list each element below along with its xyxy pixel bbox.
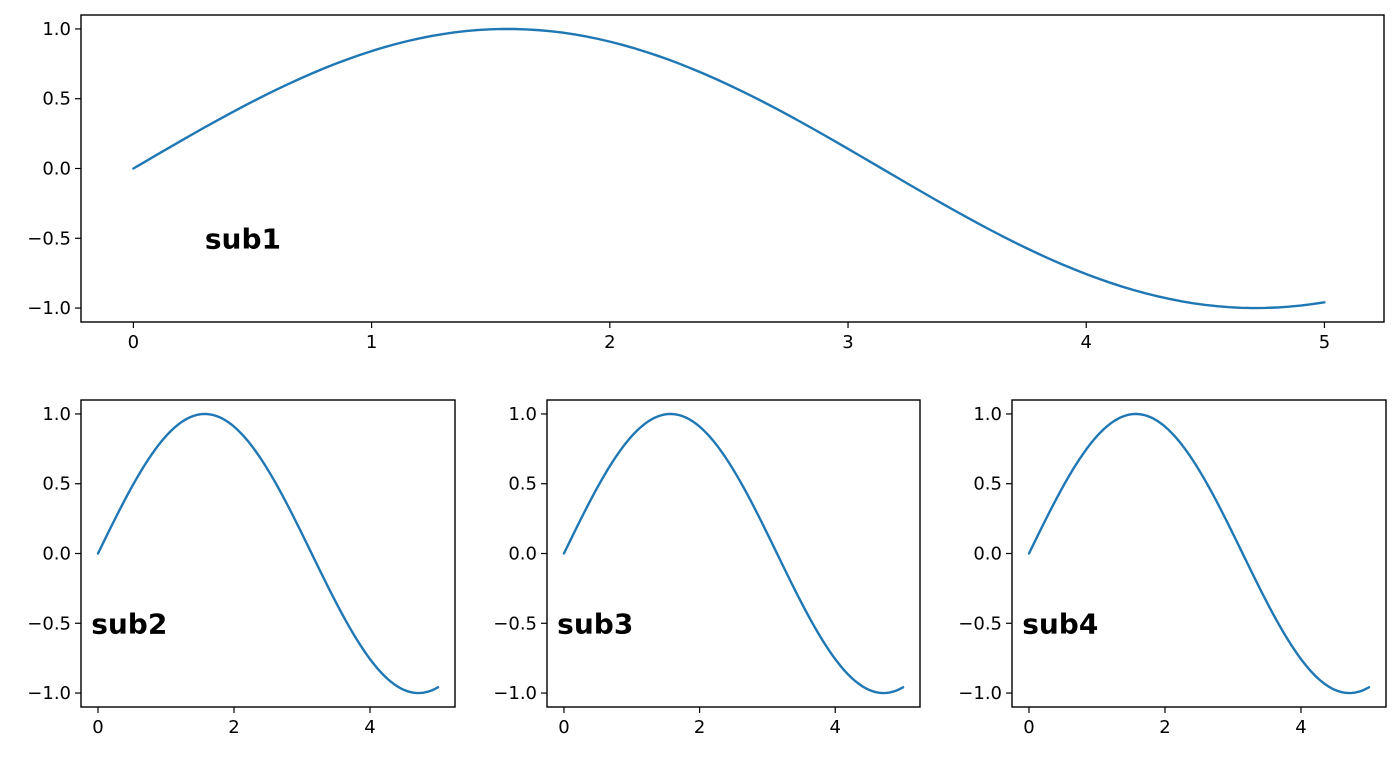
y-tick-label-3: 1.0 bbox=[508, 404, 537, 425]
x-tick-label-1: 5 bbox=[1319, 332, 1330, 353]
subplot-label-3: sub3 bbox=[557, 607, 633, 640]
y-tick-label-4: −1.0 bbox=[958, 683, 1002, 704]
y-tick-label-2: −0.5 bbox=[27, 613, 71, 634]
y-tick-label-3: −0.5 bbox=[493, 613, 537, 634]
x-tick-label-2: 2 bbox=[228, 717, 239, 738]
y-tick-label-2: 0.0 bbox=[42, 544, 71, 565]
x-tick-label-2: 0 bbox=[92, 717, 103, 738]
y-tick-label-1: −1.0 bbox=[27, 298, 71, 319]
x-tick-label-4: 0 bbox=[1023, 717, 1034, 738]
x-tick-label-1: 0 bbox=[128, 332, 139, 353]
y-tick-label-1: −0.5 bbox=[27, 228, 71, 249]
y-tick-label-2: 1.0 bbox=[42, 404, 71, 425]
subplot-label-4: sub4 bbox=[1022, 607, 1098, 640]
y-tick-label-3: −1.0 bbox=[493, 683, 537, 704]
x-tick-label-2: 4 bbox=[364, 717, 375, 738]
axes-frame-2 bbox=[80, 399, 456, 708]
x-tick-label-4: 2 bbox=[1159, 717, 1170, 738]
x-tick-label-3: 2 bbox=[694, 717, 705, 738]
sine-curve-3 bbox=[562, 412, 905, 695]
sine-curve-2 bbox=[96, 412, 440, 695]
axes-frame-1 bbox=[80, 14, 1385, 323]
x-tick-label-1: 3 bbox=[842, 332, 853, 353]
subplot-1: 0 1 2 3 4 5 1.0 0.5 0.0 −0.5 −1.0 sub1 bbox=[27, 14, 1385, 353]
x-tick-label-1: 2 bbox=[604, 332, 615, 353]
y-tick-label-2: 0.5 bbox=[42, 474, 71, 495]
subplot-3: 0 2 4 1.0 0.5 0.0 −0.5 −1.0 sub3 bbox=[493, 399, 921, 738]
x-tick-label-1: 4 bbox=[1081, 332, 1092, 353]
sine-curve-4 bbox=[1027, 412, 1371, 695]
x-tick-label-3: 0 bbox=[558, 717, 569, 738]
y-tick-label-4: 1.0 bbox=[973, 404, 1002, 425]
y-tick-label-1: 0.5 bbox=[42, 89, 71, 110]
x-tick-label-3: 4 bbox=[830, 717, 841, 738]
y-tick-label-4: −0.5 bbox=[958, 613, 1002, 634]
axes-frame-3 bbox=[546, 399, 921, 708]
y-tick-label-3: 0.0 bbox=[508, 544, 537, 565]
sine-curve-1 bbox=[132, 27, 1326, 310]
x-tick-label-4: 4 bbox=[1295, 717, 1306, 738]
subplot-label-1: sub1 bbox=[205, 222, 281, 255]
y-tick-label-1: 1.0 bbox=[42, 19, 71, 40]
y-tick-label-2: −1.0 bbox=[27, 683, 71, 704]
y-tick-label-4: 0.5 bbox=[973, 474, 1002, 495]
x-tick-label-1: 1 bbox=[366, 332, 377, 353]
subplot-2: 0 2 4 1.0 0.5 0.0 −0.5 −1.0 sub2 bbox=[27, 399, 456, 738]
y-tick-label-3: 0.5 bbox=[508, 474, 537, 495]
subplot-label-2: sub2 bbox=[91, 607, 167, 640]
axes-frame-4 bbox=[1011, 399, 1387, 708]
y-tick-label-1: 0.0 bbox=[42, 159, 71, 180]
subplot-4: 0 2 4 1.0 0.5 0.0 −0.5 −1.0 sub4 bbox=[958, 399, 1387, 738]
y-tick-label-4: 0.0 bbox=[973, 544, 1002, 565]
